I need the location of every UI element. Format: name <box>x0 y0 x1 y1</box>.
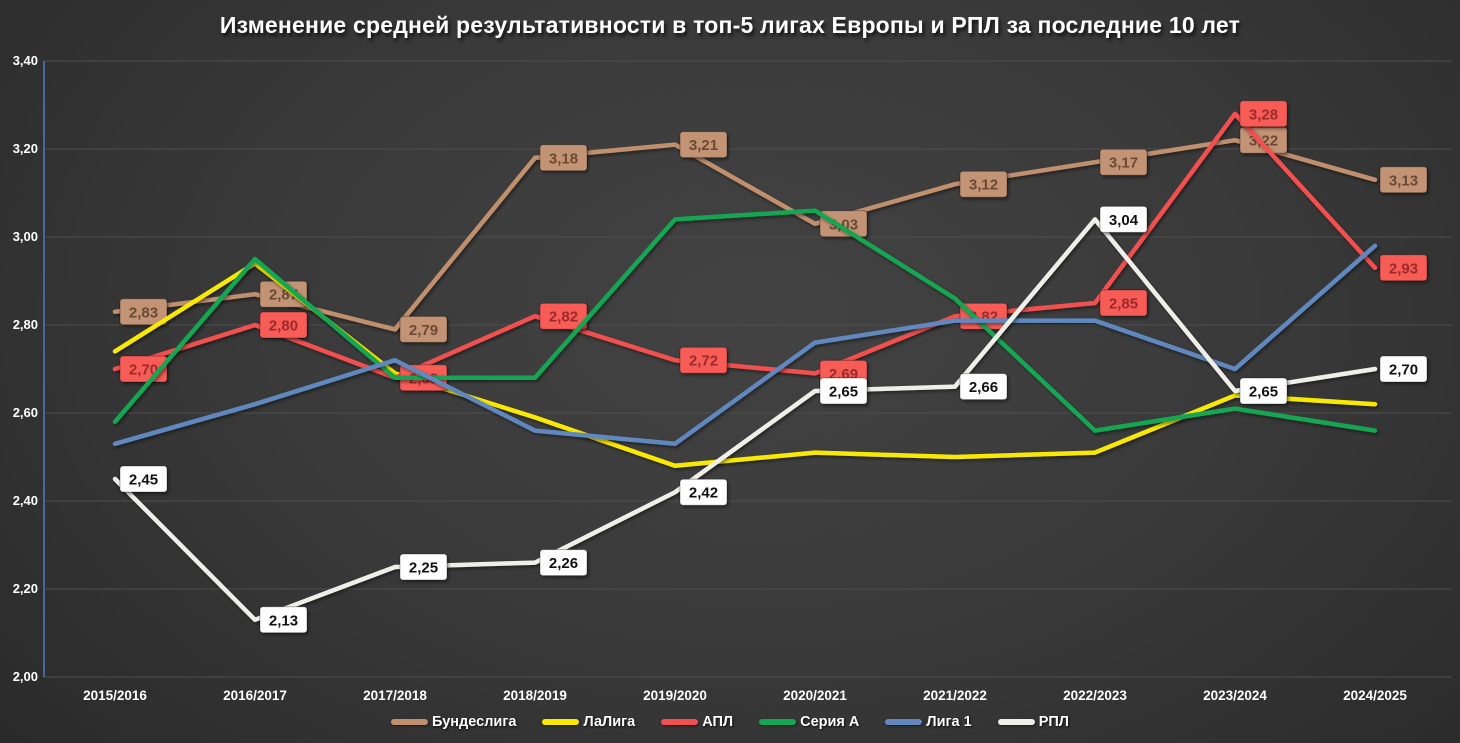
x-tick-label: 2016/2017 <box>223 688 287 703</box>
legend-item-ЛаЛига: ЛаЛига <box>542 714 635 730</box>
data-label-box <box>679 346 728 374</box>
data-label-box <box>399 553 448 581</box>
data-label-box <box>1099 205 1148 233</box>
data-label-box <box>1239 377 1288 405</box>
data-label: 3,13 <box>1389 172 1418 189</box>
data-label-box <box>959 373 1008 401</box>
data-label: 3,28 <box>1249 106 1278 123</box>
data-label: 3,18 <box>549 150 578 167</box>
data-label: 2,79 <box>409 322 438 339</box>
data-label: 3,03 <box>829 216 858 233</box>
data-label: 3,21 <box>689 137 718 154</box>
legend-label: Бундеслига <box>432 714 517 730</box>
x-tick-label: 2022/2023 <box>1063 688 1127 703</box>
y-tick-label: 2,00 <box>13 669 38 684</box>
legend-swatch <box>885 719 923 725</box>
legend-item-Лига 1: Лига 1 <box>885 714 972 730</box>
data-label: 2,25 <box>409 560 438 577</box>
chart-legend: Бундеслига ЛаЛига АПЛ Серия А Лига 1 РПЛ <box>0 714 1460 730</box>
legend-label: РПЛ <box>1038 714 1069 730</box>
data-label-box <box>1379 254 1428 282</box>
legend-label: Лига 1 <box>926 714 972 730</box>
series-Серия А <box>112 208 1378 433</box>
x-tick-label: 2021/2022 <box>923 688 987 703</box>
legend-item-АПЛ: АПЛ <box>661 714 733 730</box>
data-label: 2,45 <box>129 472 158 489</box>
data-label: 2,66 <box>969 379 998 396</box>
x-axis-labels: 2015/2016 2016/2017 2017/2018 2018/2019 2019… <box>83 688 1407 703</box>
series-line-Лига 1 <box>112 243 1378 447</box>
y-tick-label: 2,60 <box>13 405 38 420</box>
data-label-box <box>679 478 728 506</box>
data-label: 3,04 <box>1109 212 1139 229</box>
x-tick-label: 2015/2016 <box>83 688 147 703</box>
legend-label: АПЛ <box>702 714 734 730</box>
data-label: 2,70 <box>129 362 158 379</box>
data-label: 2,65 <box>829 384 858 401</box>
data-label-box <box>399 315 448 343</box>
series-line-Бундеслига <box>112 137 1378 332</box>
data-label: 2,72 <box>689 353 718 370</box>
data-label-box <box>539 144 588 172</box>
data-label: 2,70 <box>1389 362 1418 379</box>
data-label-box <box>679 131 728 159</box>
x-tick-label: 2020/2021 <box>783 688 847 703</box>
y-tick-label: 2,80 <box>13 317 38 332</box>
data-label-box <box>1239 100 1288 128</box>
legend-swatch <box>542 719 580 725</box>
data-label-box <box>259 606 308 634</box>
y-tick-label: 3,40 <box>13 53 38 68</box>
legend-item-РПЛ: РПЛ <box>997 714 1069 730</box>
data-label-box <box>119 298 168 326</box>
legend-label: ЛаЛига <box>583 714 636 730</box>
data-label: 2,82 <box>549 309 578 326</box>
legend-item-Бундеслига: Бундеслига <box>391 714 516 730</box>
data-label: 2,13 <box>269 612 298 629</box>
data-label: 3,17 <box>1109 155 1138 172</box>
legend-swatch <box>661 719 699 725</box>
x-tick-label: 2018/2019 <box>503 688 567 703</box>
data-label: 2,85 <box>1109 296 1138 313</box>
data-label: 2,83 <box>129 304 158 321</box>
legend-swatch <box>997 719 1035 725</box>
series-line-АПЛ <box>112 111 1378 381</box>
series-lines: 2,832,872,793,183,213,033,123,173,223,13… <box>112 100 1428 634</box>
x-tick-label: 2019/2020 <box>643 688 707 703</box>
legend-label: Серия А <box>800 714 860 730</box>
data-label: 2,42 <box>689 485 718 502</box>
x-tick-label: 2023/2024 <box>1203 688 1267 703</box>
series-АПЛ: 2,702,802,682,822,722,692,822,853,282,93 <box>112 100 1428 392</box>
series-line-РПЛ <box>112 217 1378 623</box>
data-label-box <box>1379 166 1428 194</box>
y-tick-label: 2,40 <box>13 493 38 508</box>
legend-swatch <box>759 719 797 725</box>
data-label-box <box>1379 355 1428 383</box>
legend-item-Серия А: Серия А <box>759 714 859 730</box>
y-tick-label: 3,00 <box>13 229 38 244</box>
legend-swatch <box>391 719 428 725</box>
series-line-Серия А <box>112 208 1378 433</box>
x-tick-label: 2024/2025 <box>1343 688 1407 703</box>
data-label: 2,65 <box>1249 384 1278 401</box>
data-label-box <box>1099 148 1148 176</box>
data-label-box <box>959 170 1008 198</box>
data-label-box <box>259 311 308 339</box>
series-Лига 1 <box>112 243 1378 447</box>
data-label-box <box>539 549 588 577</box>
data-label: 2,93 <box>1389 260 1418 277</box>
data-label-box <box>819 210 868 238</box>
data-label-box <box>819 377 868 405</box>
series-РПЛ: 2,45 2,13 2,25 2,26 2,42 2,65 2,66 3,04 2,65 2,70 <box>112 205 1428 634</box>
data-label: 2,26 <box>549 555 578 572</box>
data-label-box <box>119 465 168 493</box>
x-tick-label: 2017/2018 <box>363 688 427 703</box>
data-label: 2,80 <box>269 318 298 335</box>
data-label: 3,12 <box>969 177 998 194</box>
y-tick-label: 3,20 <box>13 141 38 156</box>
data-label-box <box>1099 289 1148 317</box>
y-tick-label: 2,20 <box>13 581 38 596</box>
chart-title: Изменение средней результативности в топ… <box>219 12 1241 38</box>
